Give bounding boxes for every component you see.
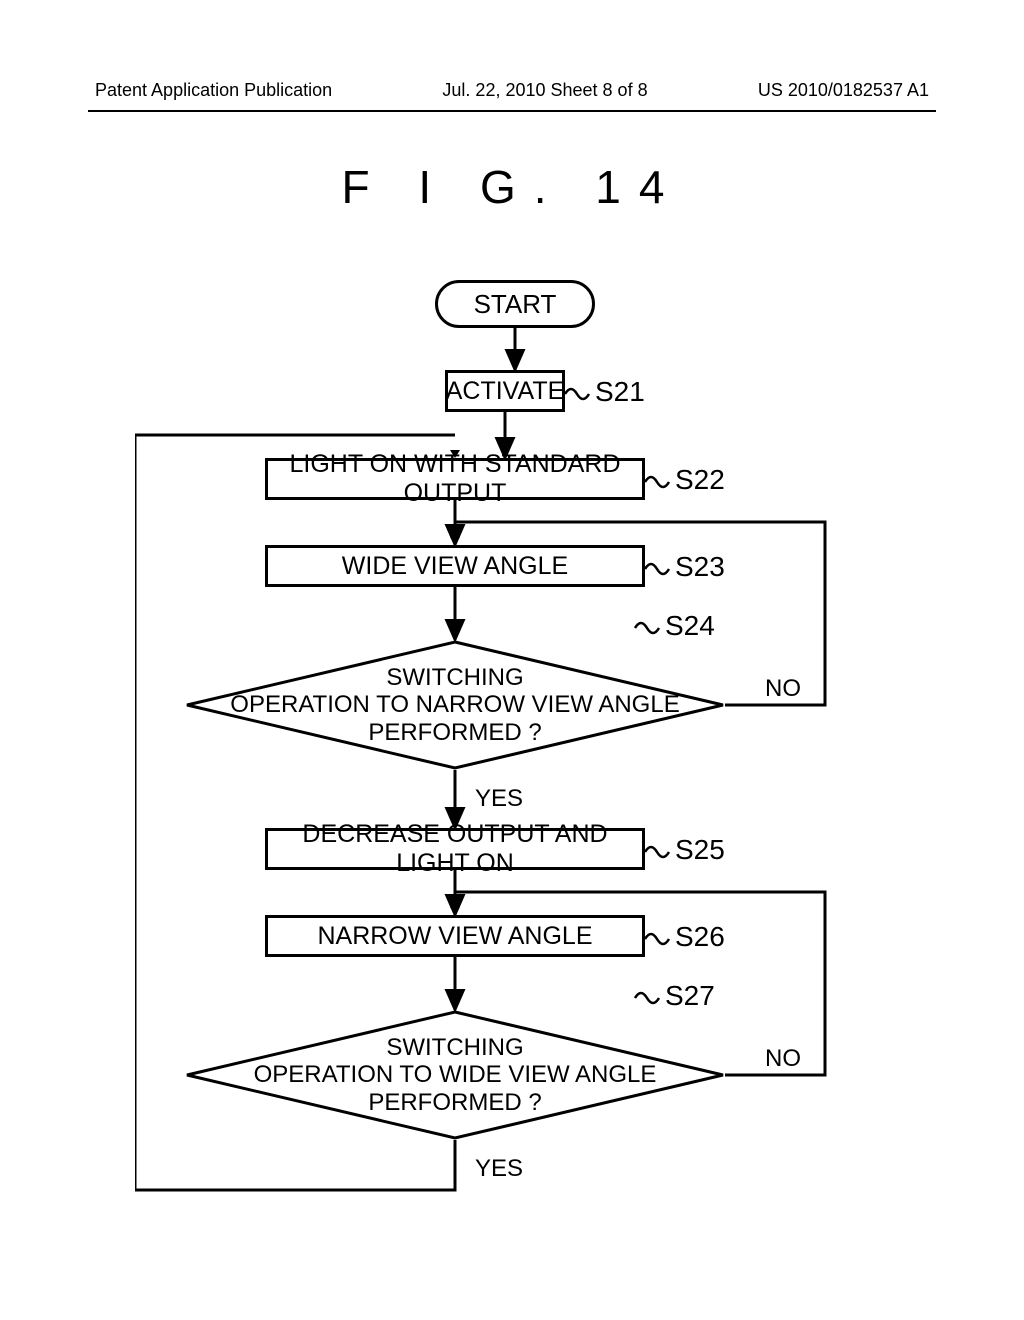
s25-step-label: S25 xyxy=(675,834,725,866)
header-right: US 2010/0182537 A1 xyxy=(758,80,929,101)
edge-label: YES xyxy=(475,785,523,813)
header-center: Jul. 22, 2010 Sheet 8 of 8 xyxy=(442,80,647,101)
s27-label: SWITCHINGOPERATION TO WIDE VIEW ANGLEPER… xyxy=(185,1010,725,1140)
s27-node: SWITCHINGOPERATION TO WIDE VIEW ANGLEPER… xyxy=(185,1010,725,1140)
s22-step-label: S22 xyxy=(675,464,725,496)
s24-label: SWITCHINGOPERATION TO NARROW VIEW ANGLEP… xyxy=(185,640,725,770)
flowchart: YES NO YES NO START ACTIVATE S21 LIGHT ON WITH … xyxy=(135,280,895,1260)
start-node: START xyxy=(435,280,595,328)
s22-node: LIGHT ON WITH STANDARD OUTPUT xyxy=(265,458,645,500)
s24-node: SWITCHINGOPERATION TO NARROW VIEW ANGLEP… xyxy=(185,640,725,770)
edge-label: NO xyxy=(765,675,801,703)
header-rule xyxy=(88,110,936,112)
s23-node: WIDE VIEW ANGLE xyxy=(265,545,645,587)
s24-step-label: S24 xyxy=(665,610,715,642)
s21-step-label: S21 xyxy=(595,376,645,408)
s23-step-label: S23 xyxy=(675,551,725,583)
edge-label: YES xyxy=(475,1155,523,1183)
s26-node: NARROW VIEW ANGLE xyxy=(265,915,645,957)
s25-node: DECREASE OUTPUT AND LIGHT ON xyxy=(265,828,645,870)
header-left: Patent Application Publication xyxy=(95,80,332,101)
edge-label: NO xyxy=(765,1045,801,1073)
s26-step-label: S26 xyxy=(675,921,725,953)
s27-step-label: S27 xyxy=(665,980,715,1012)
figure-title: F I G. 14 xyxy=(0,160,1024,214)
s21-node: ACTIVATE xyxy=(445,370,565,412)
